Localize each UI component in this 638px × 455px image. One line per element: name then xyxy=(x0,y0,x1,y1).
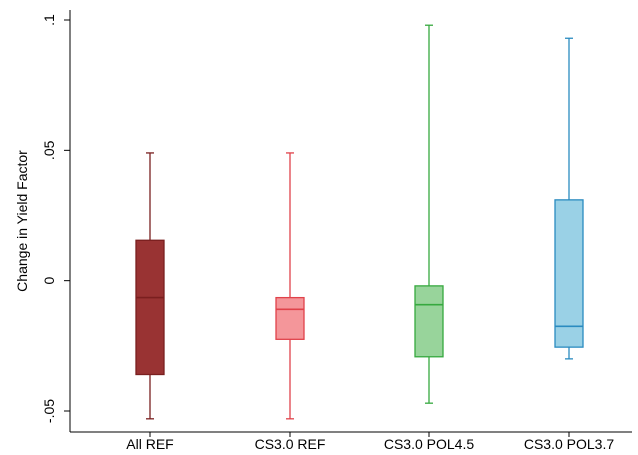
iqr-box xyxy=(135,239,165,376)
iqr-box xyxy=(275,296,305,340)
box-1 xyxy=(135,152,165,420)
box-4 xyxy=(554,37,584,360)
iqr-box xyxy=(414,285,444,358)
y-axis-title: Change in Yield Factor xyxy=(14,150,30,292)
iqr-box xyxy=(554,199,584,348)
y-tick-label: -.05 xyxy=(41,399,57,423)
x-tick-label: CS3.0 POL3.7 xyxy=(524,436,614,452)
x-tick-label: All REF xyxy=(126,436,173,452)
y-axis-ticks: .1 .05 0 -.05 xyxy=(41,14,70,423)
box-series xyxy=(135,24,584,420)
x-tick-label: CS3.0 POL4.5 xyxy=(384,436,474,452)
x-tick-label: CS3.0 REF xyxy=(255,436,326,452)
x-axis-labels: All REF CS3.0 REF CS3.0 POL4.5 CS3.0 POL3.7 xyxy=(126,432,614,452)
y-tick-label: .05 xyxy=(41,140,57,160)
box-2 xyxy=(275,152,305,420)
y-tick-label: 0 xyxy=(41,277,57,285)
y-tick-label: .1 xyxy=(41,14,57,26)
box-3 xyxy=(414,24,444,404)
